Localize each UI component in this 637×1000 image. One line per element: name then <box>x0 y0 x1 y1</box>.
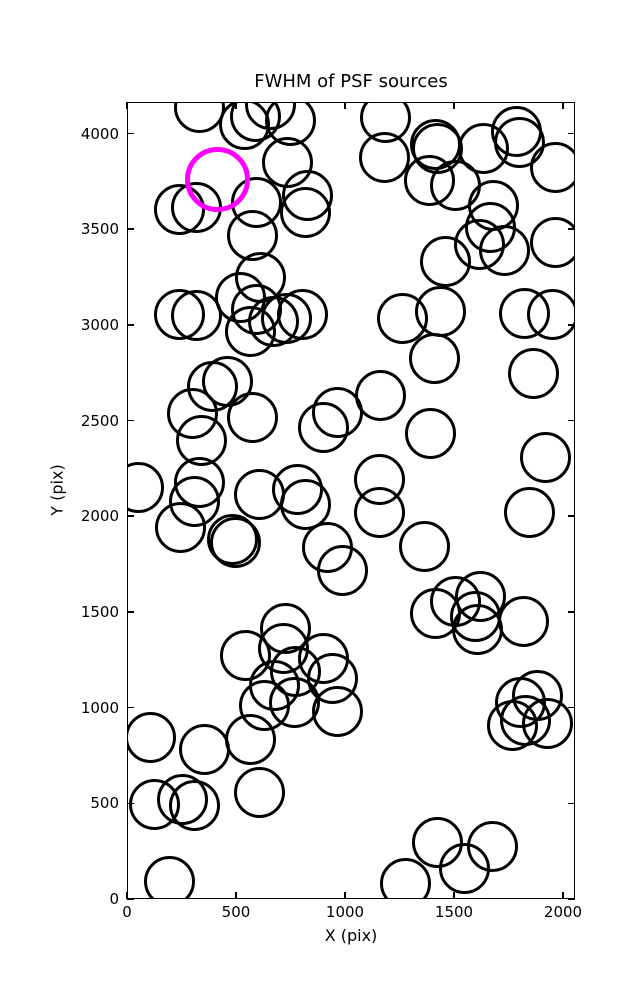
psf-source-circle <box>376 292 428 344</box>
x-major-tick-top <box>235 102 237 109</box>
psf-source-circle <box>317 545 369 597</box>
y-major-tick-right <box>568 611 575 613</box>
y-major-tick-left <box>127 706 134 709</box>
psf-source-circle <box>171 290 223 342</box>
psf-source-circle <box>178 723 230 775</box>
psf-source-circle <box>233 767 285 819</box>
y-tick-label: 4000 <box>80 124 119 143</box>
x-tick-label: 1500 <box>434 903 474 921</box>
x-major-tick-bottom <box>344 892 346 899</box>
psf-source-circle <box>143 856 195 898</box>
psf-source-circle <box>227 391 279 443</box>
y-tick-label: 3000 <box>80 315 119 334</box>
x-axis-label: X (pix) <box>324 926 378 945</box>
y-major-tick-right <box>568 802 575 805</box>
y-tick-label: 1500 <box>80 602 119 621</box>
y-major-tick-left <box>127 324 134 326</box>
psf-source-circle <box>174 103 226 134</box>
psf-source-circle <box>478 225 530 277</box>
y-major-tick-left <box>127 132 134 135</box>
y-tick-label: 500 <box>90 794 119 813</box>
psf-source-circle <box>207 513 259 565</box>
psf-source-circle <box>277 289 329 341</box>
psf-source-circle <box>530 217 574 269</box>
x-tick-label: 2000 <box>543 903 583 921</box>
y-major-tick-right <box>568 228 575 231</box>
y-major-tick-right <box>568 515 575 518</box>
y-major-tick-left <box>127 802 134 805</box>
x-major-tick-top <box>453 102 455 109</box>
psf-source-circle <box>530 141 574 193</box>
psf-source-circle <box>504 487 556 539</box>
plot-area <box>127 102 575 899</box>
psf-source-circle <box>280 186 332 238</box>
psf-source-circle <box>408 332 460 384</box>
psf-source-circle <box>353 487 405 538</box>
x-tick-label: 500 <box>221 903 251 921</box>
psf-source-circle <box>225 713 277 765</box>
psf-source-circle <box>451 604 503 656</box>
psf-source-circle <box>169 779 221 831</box>
x-major-tick-top <box>126 102 128 109</box>
y-major-tick-left <box>127 515 134 518</box>
y-major-tick-left <box>127 228 134 231</box>
x-major-tick-bottom <box>453 892 455 899</box>
psf-source-circle <box>398 520 450 572</box>
highlighted-psf-source-circle <box>185 147 251 213</box>
x-tick-label: 1000 <box>325 903 365 921</box>
x-major-tick-bottom <box>126 892 128 899</box>
y-major-tick-right <box>568 419 575 422</box>
psf-source-circle <box>508 347 560 399</box>
psf-source-circle <box>498 596 550 648</box>
psf-source-circle <box>298 401 350 453</box>
psf-source-circle <box>520 431 572 483</box>
y-major-tick-right <box>568 898 575 900</box>
psf-source-circle <box>405 408 457 460</box>
x-major-tick-bottom <box>235 892 237 899</box>
y-tick-label: 2500 <box>80 411 119 430</box>
y-tick-label: 3500 <box>80 220 119 239</box>
y-major-tick-right <box>568 324 575 326</box>
psf-source-circle <box>128 711 177 763</box>
psf-source-circle <box>155 502 207 554</box>
psf-source-circle <box>280 478 332 530</box>
y-major-tick-right <box>568 132 575 135</box>
psf-source-circle <box>128 461 164 513</box>
y-tick-label: 1000 <box>80 698 119 717</box>
psf-source-circle <box>354 369 406 421</box>
psf-source-circle <box>358 131 410 183</box>
psf-source-circle <box>438 842 490 894</box>
y-major-tick-left <box>127 898 134 900</box>
y-tick-label: 2000 <box>80 507 119 526</box>
psf-source-circle <box>521 698 573 750</box>
psf-source-circle <box>380 857 432 898</box>
psf-source-circle <box>312 686 364 738</box>
y-major-tick-left <box>127 419 134 422</box>
psf-source-circle <box>458 122 510 174</box>
y-major-tick-left <box>127 611 134 613</box>
y-tick-label: 0 <box>109 890 119 908</box>
chart-title: FWHM of PSF sources <box>254 71 448 92</box>
psf-source-circle <box>420 235 472 287</box>
x-major-tick-top <box>562 102 564 109</box>
x-tick-label: 0 <box>122 903 132 921</box>
y-axis-label: Y (pix) <box>47 464 67 516</box>
psf-source-circle <box>527 288 574 340</box>
y-major-tick-right <box>568 706 575 709</box>
x-major-tick-bottom <box>562 892 564 899</box>
x-major-tick-top <box>344 102 346 109</box>
data-region <box>128 103 574 898</box>
